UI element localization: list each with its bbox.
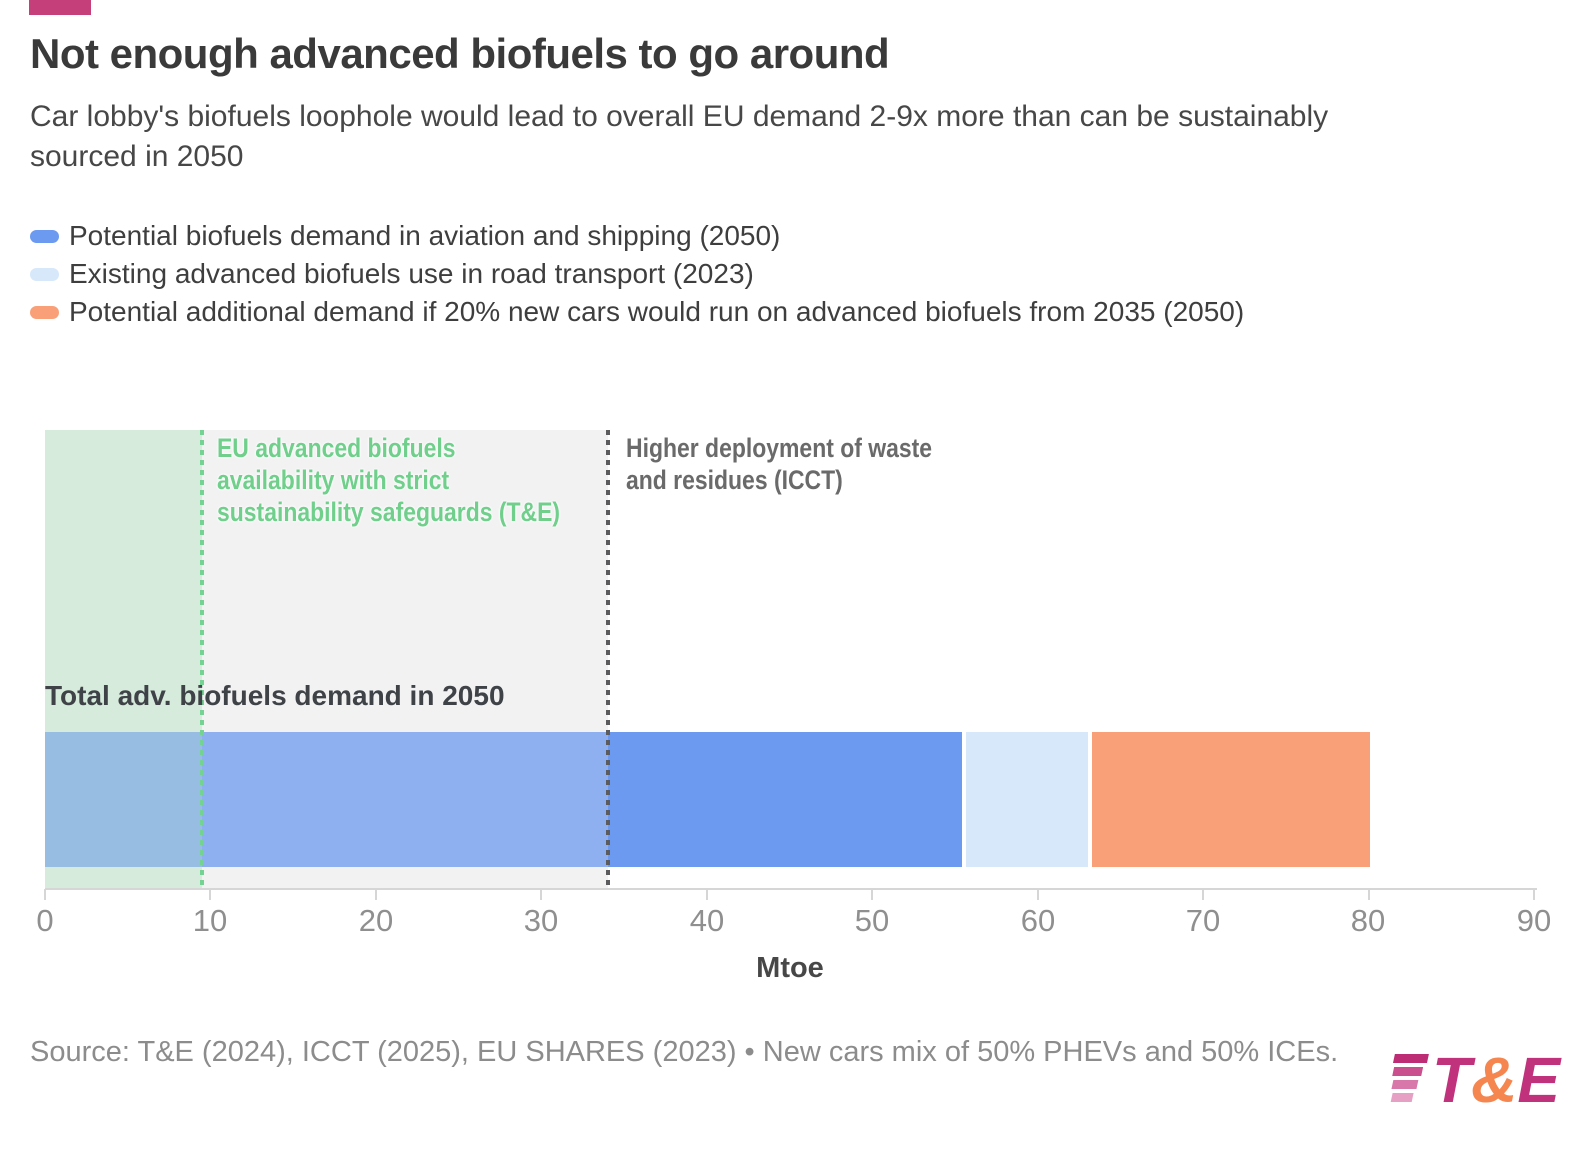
annotation-line: and residues (ICCT) [626, 465, 843, 495]
legend-swatch-blue [30, 229, 59, 243]
chart-subtitle: Car lobby's biofuels loophole would lead… [30, 100, 1329, 173]
annotation-line: availability with strict [217, 465, 450, 495]
bar-segment-road-existing [966, 732, 1088, 867]
legend-label: Existing advanced biofuels use in road t… [69, 258, 754, 289]
x-axis-tick-label: 90 [1516, 903, 1552, 938]
bar-segment-additional-cars [1092, 732, 1370, 867]
reference-line-te [200, 430, 204, 889]
te-logo-stripes [1390, 1054, 1429, 1102]
annotation-line: EU advanced biofuels [217, 433, 456, 463]
legend-swatch-light-blue [30, 267, 59, 281]
x-axis-tick-label: 50 [854, 903, 890, 938]
annotation-te-availability: EU advanced biofuels availability with s… [217, 432, 560, 528]
x-axis-tick-label: 60 [1020, 903, 1056, 938]
region-te-overlay [45, 430, 202, 889]
legend-item-road-existing: Existing advanced biofuels use in road t… [30, 255, 1244, 293]
x-axis-title: Mtoe [756, 952, 824, 984]
x-axis-tick-label: 20 [358, 903, 394, 938]
x-axis-tick [1368, 889, 1370, 900]
x-axis-tick [871, 889, 873, 900]
reference-line-icct [606, 430, 610, 889]
x-axis-tick-label: 30 [523, 903, 559, 938]
bar-segment-aviation-shipping [45, 732, 962, 867]
x-axis-tick-label: 40 [689, 903, 725, 938]
x-axis-tick [375, 889, 377, 900]
legend: Potential biofuels demand in aviation an… [30, 217, 1244, 331]
legend-swatch-orange [30, 305, 59, 319]
chart-title: Not enough advanced biofuels to go aroun… [30, 30, 890, 77]
annotation-line: sustainability safeguards (T&E) [217, 497, 561, 527]
x-axis-tick-label: 80 [1350, 903, 1386, 938]
source-note: Source: T&E (2024), ICCT (2025), EU SHAR… [30, 1036, 1339, 1068]
te-logo-text: T&E [1432, 1044, 1562, 1112]
x-axis-line [45, 888, 1537, 890]
legend-item-aviation-shipping: Potential biofuels demand in aviation an… [30, 217, 1244, 255]
annotation-icct-deployment: Higher deployment of waste and residues … [626, 432, 932, 496]
x-axis-tick [44, 889, 46, 900]
x-axis-tick-label: 70 [1185, 903, 1221, 938]
x-axis-tick [1037, 889, 1039, 900]
legend-label: Potential biofuels demand in aviation an… [69, 220, 781, 251]
x-axis-tick [1202, 889, 1204, 900]
x-axis-tick [1533, 889, 1535, 900]
te-logo: T&E [1390, 1044, 1562, 1112]
x-axis-tick [540, 889, 542, 900]
annotation-line: Higher deployment of waste [626, 433, 933, 463]
legend-item-additional-cars: Potential additional demand if 20% new c… [30, 293, 1244, 331]
x-axis-tick [209, 889, 211, 900]
bar-label: Total adv. biofuels demand in 2050 [45, 680, 505, 711]
region-icct-overlay [45, 430, 608, 889]
x-axis-tick-label: 0 [36, 903, 54, 938]
legend-label: Potential additional demand if 20% new c… [69, 296, 1245, 327]
x-axis-tick [706, 889, 708, 900]
brand-accent-bar [29, 0, 91, 15]
x-axis-tick-label: 10 [192, 903, 228, 938]
